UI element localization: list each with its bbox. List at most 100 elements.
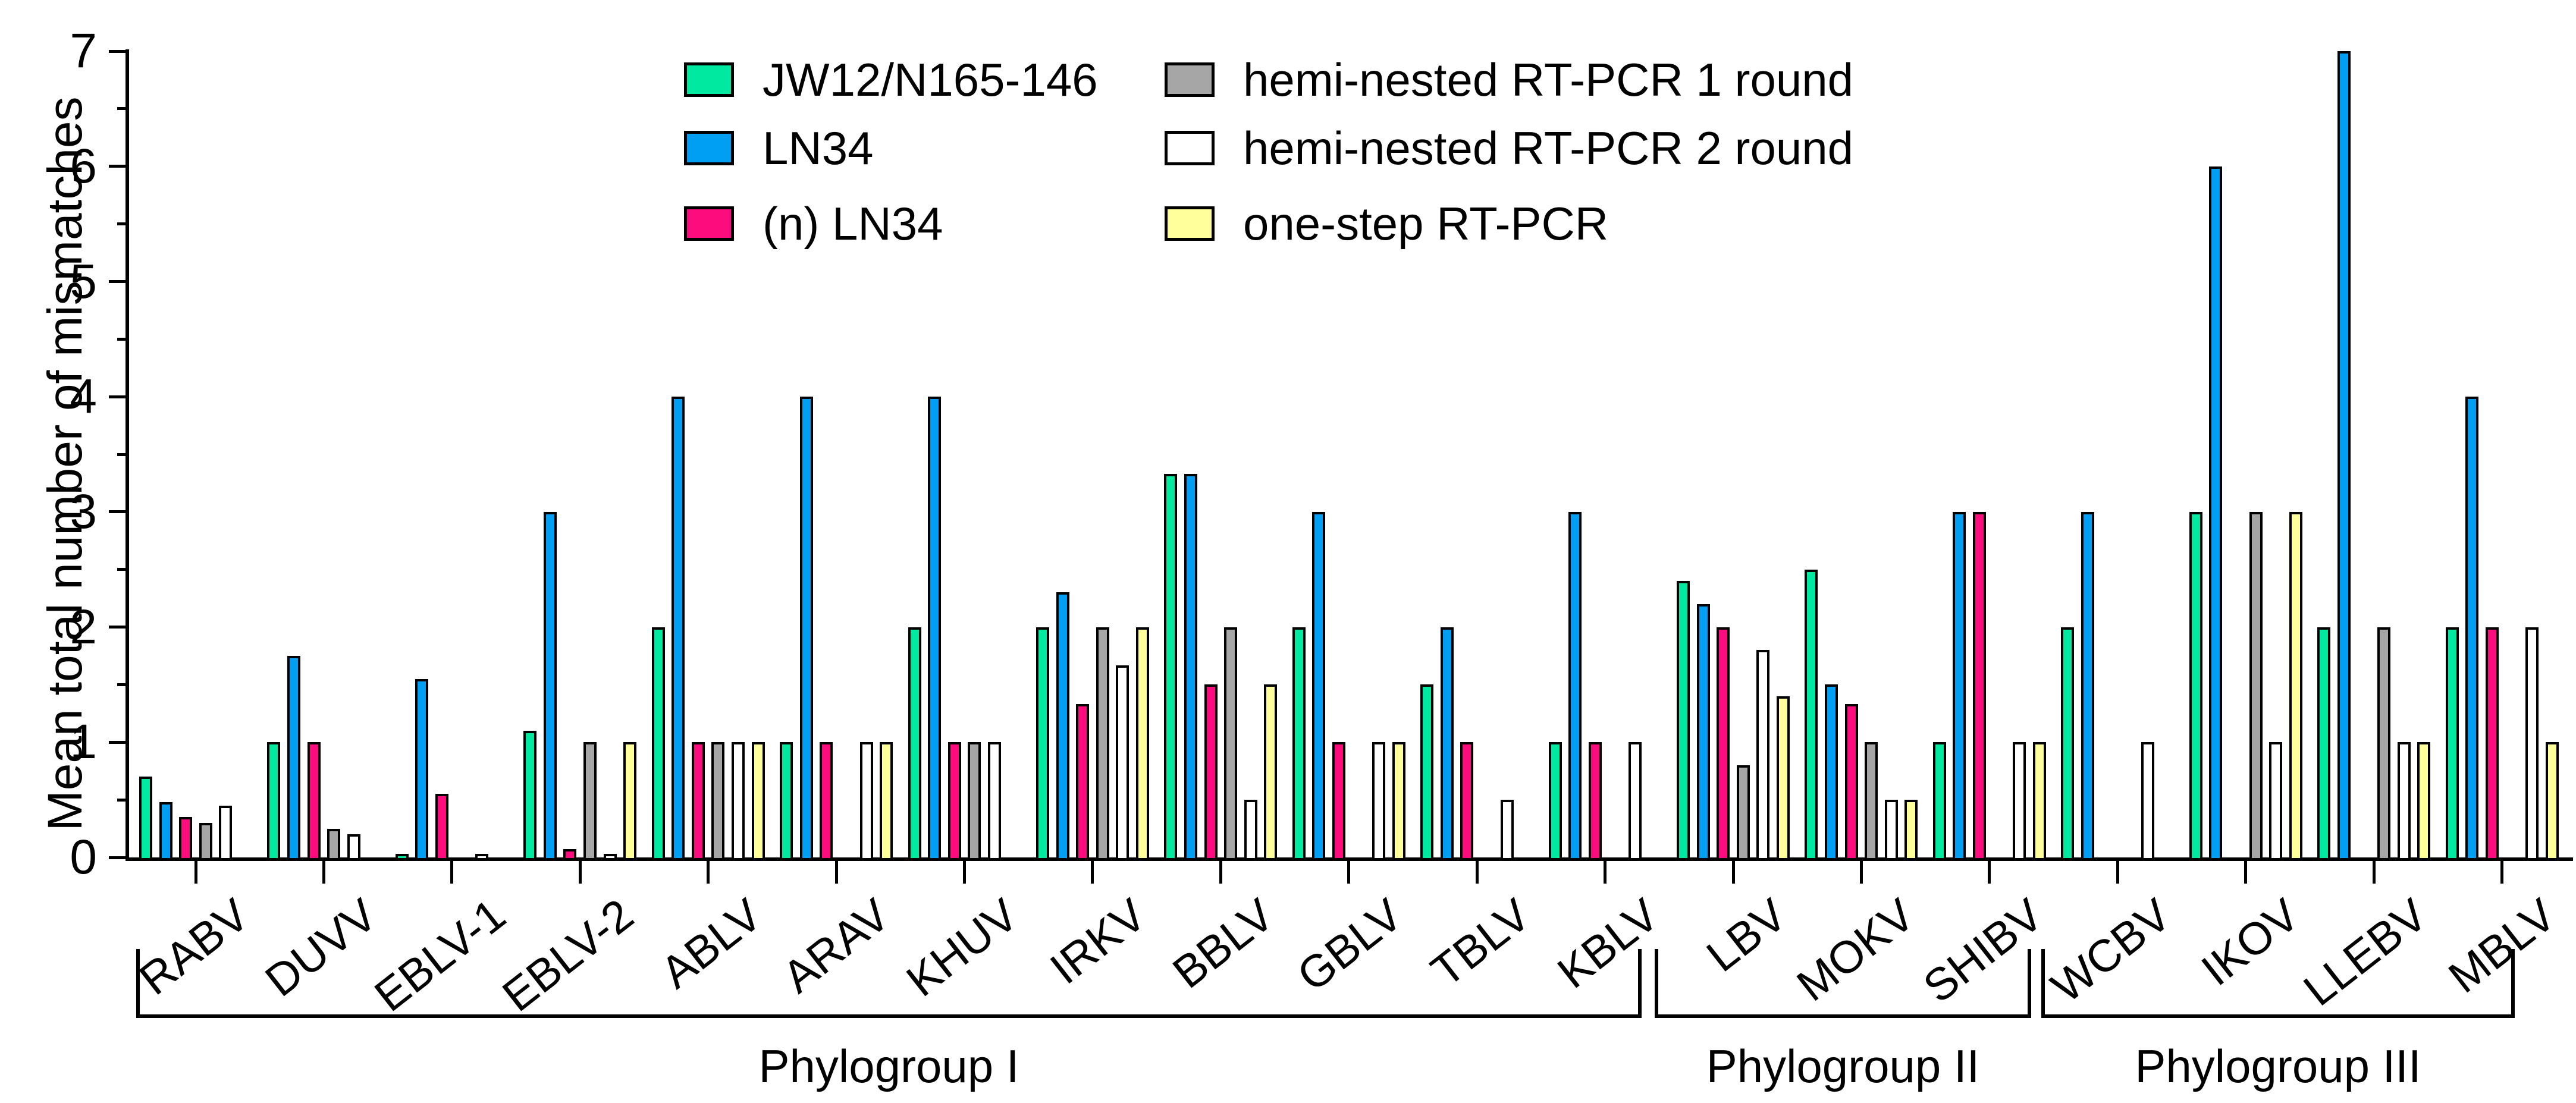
bar-ARAV-hemi-nested-2 bbox=[859, 742, 873, 860]
bar-EBLV-1-jw12 bbox=[395, 854, 409, 860]
legend-label-ln34: LN34 bbox=[763, 122, 874, 174]
x-tick-ARAV bbox=[834, 861, 838, 884]
bar-RABV-hemi-nested-1 bbox=[199, 822, 212, 860]
bar-IKOV-one-step bbox=[2289, 511, 2302, 860]
bar-KHUV-hemi-nested-2 bbox=[987, 742, 1001, 860]
bar-MOKV-n-ln34 bbox=[1844, 704, 1858, 860]
x-tick-LLEBV bbox=[2372, 861, 2376, 884]
x-tick-KBLV bbox=[1604, 861, 1607, 884]
y-minor-tick bbox=[117, 222, 129, 226]
bar-RABV-n-ln34 bbox=[179, 817, 193, 860]
bar-GBLV-n-ln34 bbox=[1332, 742, 1345, 860]
bracket-end-right bbox=[2511, 949, 2515, 1014]
bar-GBLV-jw12 bbox=[1292, 627, 1306, 860]
bar-ABLV-ln34 bbox=[672, 397, 685, 860]
bar-KBLV-n-ln34 bbox=[1588, 742, 1602, 860]
y-tick-label: 2 bbox=[70, 599, 97, 654]
bracket-end-left bbox=[1655, 949, 1658, 1014]
bar-TBLV-jw12 bbox=[1420, 684, 1434, 860]
bar-TBLV-hemi-nested-2 bbox=[1500, 800, 1514, 860]
x-tick-KHUV bbox=[963, 861, 967, 884]
y-major-tick bbox=[109, 280, 129, 283]
bar-KBLV-jw12 bbox=[1548, 742, 1562, 860]
bar-ABLV-hemi-nested-2 bbox=[732, 742, 745, 860]
y-major-tick bbox=[109, 856, 129, 859]
bar-MBLV-n-ln34 bbox=[2485, 627, 2499, 860]
bar-IKOV-hemi-nested-1 bbox=[2249, 511, 2263, 860]
y-tick-label: 7 bbox=[70, 24, 97, 78]
bar-IRKV-jw12 bbox=[1036, 627, 1049, 860]
bar-IRKV-one-step bbox=[1135, 627, 1149, 860]
bar-DUVV-jw12 bbox=[267, 742, 281, 860]
x-axis-line bbox=[125, 857, 2573, 861]
y-minor-tick bbox=[117, 452, 129, 456]
bar-IRKV-hemi-nested-1 bbox=[1096, 627, 1109, 860]
bar-WCBV-jw12 bbox=[2061, 627, 2075, 860]
y-minor-tick bbox=[117, 337, 129, 341]
legend-swatch-ln34 bbox=[684, 131, 734, 165]
bar-TBLV-n-ln34 bbox=[1460, 742, 1474, 860]
bracket-line-phylogroup-iii bbox=[2041, 1014, 2515, 1018]
bar-DUVV-hemi-nested-1 bbox=[327, 828, 341, 860]
legend-item-hemi-nested-1: hemi-nested RT-PCR 1 round bbox=[1165, 56, 1853, 103]
legend-item-hemi-nested-2: hemi-nested RT-PCR 2 round bbox=[1165, 125, 1853, 171]
bar-RABV-ln34 bbox=[159, 802, 172, 860]
phylogroup-label-2: Phylogroup II bbox=[1706, 1040, 1980, 1092]
y-minor-tick bbox=[117, 107, 129, 111]
bar-ABLV-hemi-nested-1 bbox=[711, 742, 725, 860]
y-tick-label: 5 bbox=[70, 254, 97, 309]
x-tick-EBLV-2 bbox=[578, 861, 582, 884]
bar-EBLV-2-jw12 bbox=[523, 730, 537, 860]
bar-SHIBV-n-ln34 bbox=[1973, 511, 1987, 860]
bracket-end-left bbox=[2041, 949, 2045, 1014]
y-minor-tick bbox=[117, 568, 129, 571]
bar-SHIBV-hemi-nested-2 bbox=[2013, 742, 2026, 860]
bar-BBLV-ln34 bbox=[1184, 473, 1197, 860]
bar-DUVV-n-ln34 bbox=[307, 742, 321, 860]
bar-WCBV-hemi-nested-2 bbox=[2141, 742, 2154, 860]
legend-item-ln34: LN34 bbox=[684, 125, 873, 171]
bar-MOKV-hemi-nested-1 bbox=[1865, 742, 1878, 860]
bar-ABLV-one-step bbox=[751, 742, 765, 860]
legend-swatch-hemi-nested-2 bbox=[1165, 131, 1215, 165]
x-tick-WCBV bbox=[2116, 861, 2119, 884]
legend-label-hemi-nested-1: hemi-nested RT-PCR 1 round bbox=[1243, 54, 1854, 106]
bar-LBV-one-step bbox=[1777, 696, 1790, 860]
y-minor-tick bbox=[117, 798, 129, 802]
bar-EBLV-1-hemi-nested-2 bbox=[475, 854, 489, 860]
bar-DUVV-ln34 bbox=[287, 656, 301, 860]
bar-LBV-n-ln34 bbox=[1717, 627, 1730, 860]
x-tick-MBLV bbox=[2500, 861, 2504, 884]
bar-LBV-ln34 bbox=[1696, 604, 1710, 860]
bar-SHIBV-ln34 bbox=[1953, 511, 1966, 860]
legend-swatch-jw12 bbox=[684, 62, 734, 97]
bar-SHIBV-one-step bbox=[2032, 742, 2046, 860]
y-minor-tick bbox=[117, 683, 129, 686]
legend-swatch-hemi-nested-1 bbox=[1165, 62, 1215, 97]
bar-EBLV-1-n-ln34 bbox=[435, 794, 449, 860]
bar-TBLV-ln34 bbox=[1440, 627, 1454, 860]
legend-label-jw12: JW12/N165-146 bbox=[763, 54, 1098, 106]
y-major-tick bbox=[109, 740, 129, 744]
x-tick-GBLV bbox=[1347, 861, 1351, 884]
legend-swatch-one-step bbox=[1165, 206, 1215, 241]
x-tick-IRKV bbox=[1091, 861, 1094, 884]
y-tick-label: 6 bbox=[70, 139, 97, 193]
bar-MOKV-hemi-nested-2 bbox=[1884, 800, 1898, 860]
bar-BBLV-hemi-nested-1 bbox=[1224, 627, 1238, 860]
y-tick-label: 1 bbox=[70, 715, 97, 769]
x-tick-EBLV-1 bbox=[450, 861, 454, 884]
bar-KBLV-ln34 bbox=[1568, 511, 1582, 860]
bar-SHIBV-jw12 bbox=[1932, 742, 1946, 860]
bar-ARAV-n-ln34 bbox=[820, 742, 833, 860]
bracket-line-phylogroup-i bbox=[136, 1014, 1642, 1018]
bar-MOKV-jw12 bbox=[1805, 569, 1818, 860]
bar-RABV-jw12 bbox=[139, 777, 152, 860]
bracket-end-right bbox=[1638, 949, 1642, 1014]
bar-GBLV-one-step bbox=[1392, 742, 1405, 860]
x-tick-DUVV bbox=[322, 861, 325, 884]
bar-WCBV-ln34 bbox=[2081, 511, 2094, 860]
phylogroup-label-3: Phylogroup III bbox=[2135, 1040, 2421, 1092]
bar-ARAV-jw12 bbox=[780, 742, 793, 860]
